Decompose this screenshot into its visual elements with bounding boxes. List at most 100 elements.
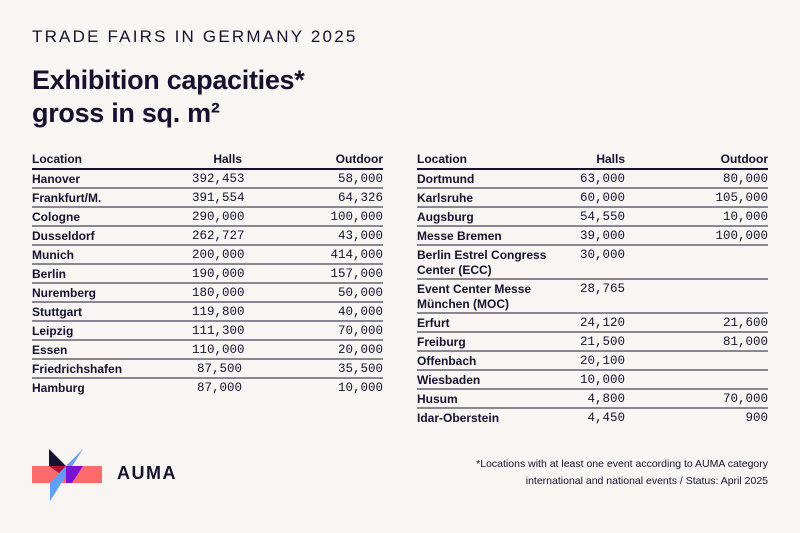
cell-location: Nuremberg xyxy=(32,286,97,300)
cell-location: Event Center Messe München (MOC) xyxy=(417,282,532,311)
cell-halls: 20,100 xyxy=(579,354,625,368)
cell-outdoor: 20,000 xyxy=(337,343,383,357)
cell-halls: 4,800 xyxy=(587,392,625,406)
cell-halls: 110,000 xyxy=(192,343,245,357)
left-table: Location Halls Outdoor Hanover 392,453 58,… xyxy=(32,152,383,397)
header-outdoor: Outdoor xyxy=(720,152,768,166)
table-header: Location Halls Outdoor xyxy=(32,152,383,170)
cell-outdoor: 81,000 xyxy=(722,335,768,349)
cell-halls: 190,000 xyxy=(192,267,245,281)
cell-outdoor: 58,000 xyxy=(337,172,383,186)
footnote: *Locations with at least one event accor… xyxy=(476,456,768,490)
table-row: Freiburg 21,500 81,000 xyxy=(417,333,768,352)
cell-halls: 30,000 xyxy=(579,248,625,262)
cell-location: Dusseldorf xyxy=(32,229,95,243)
cell-outdoor xyxy=(625,371,768,388)
cell-outdoor: 70,000 xyxy=(722,392,768,406)
cell-outdoor: 157,000 xyxy=(330,267,383,281)
footnote-line-1: *Locations with at least one event accor… xyxy=(476,458,768,470)
cell-outdoor: 80,000 xyxy=(722,172,768,186)
cell-outdoor xyxy=(625,352,768,369)
page-title: Exhibition capacities* gross in sq. m² xyxy=(32,64,305,130)
cell-outdoor xyxy=(625,246,768,278)
cell-halls: 28,765 xyxy=(579,282,625,296)
footnote-line-2: international and national events / Stat… xyxy=(525,475,768,487)
cell-location: Hamburg xyxy=(32,381,85,395)
cell-location: Cologne xyxy=(32,210,80,224)
cell-outdoor: 100,000 xyxy=(330,210,383,224)
cell-outdoor: 10,000 xyxy=(337,381,383,395)
title-line-2: gross in sq. m² xyxy=(32,98,220,128)
cell-location: Leipzig xyxy=(32,324,74,338)
cell-outdoor xyxy=(625,280,768,312)
cell-location: Offenbach xyxy=(417,354,477,368)
cell-location: Essen xyxy=(32,343,68,357)
table-row: Dortmund 63,000 80,000 xyxy=(417,170,768,189)
header-outdoor: Outdoor xyxy=(335,152,383,166)
cell-halls: 119,800 xyxy=(192,305,245,319)
table-row: Stuttgart 119,800 40,000 xyxy=(32,303,383,322)
table-row: Berlin Estrel Congress Center (ECC) 30,00… xyxy=(417,246,768,280)
cell-location: Hanover xyxy=(32,172,81,186)
cell-location: Karlsruhe xyxy=(417,191,474,205)
auma-logo-icon xyxy=(32,449,102,501)
table-row: Husum 4,800 70,000 xyxy=(417,390,768,409)
title-line-1: Exhibition capacities* xyxy=(32,65,305,95)
cell-outdoor: 21,600 xyxy=(722,316,768,330)
table-row: Friedrichshafen 87,500 35,500 xyxy=(32,360,383,379)
cell-halls: 391,554 xyxy=(192,191,245,205)
cell-location: Friedrichshafen xyxy=(32,362,123,376)
cell-halls: 180,000 xyxy=(192,286,245,300)
cell-outdoor: 100,000 xyxy=(715,229,768,243)
cell-location: Berlin Estrel Congress Center (ECC) xyxy=(417,248,547,277)
cell-location: Messe Bremen xyxy=(417,229,502,243)
cell-outdoor: 40,000 xyxy=(337,305,383,319)
header-halls: Halls xyxy=(596,152,625,166)
cell-halls: 4,450 xyxy=(587,411,625,425)
cell-outdoor: 50,000 xyxy=(337,286,383,300)
cell-location: Wiesbaden xyxy=(417,373,481,387)
table-row: Event Center Messe München (MOC) 28,765 xyxy=(417,280,768,314)
cell-halls: 63,000 xyxy=(579,172,625,186)
kicker: TRADE FAIRS IN GERMANY 2025 xyxy=(32,27,358,46)
cell-outdoor: 64,326 xyxy=(337,191,383,205)
cell-location: Dortmund xyxy=(417,172,475,186)
table-row: Idar-Oberstein 4,450 900 xyxy=(417,409,768,427)
cell-halls: 21,500 xyxy=(579,335,625,349)
cell-outdoor: 70,000 xyxy=(337,324,383,338)
table-header: Location Halls Outdoor xyxy=(417,152,768,170)
brand-name: AUMA xyxy=(117,463,177,483)
cell-halls: 111,300 xyxy=(192,324,245,338)
table-row: Leipzig 111,300 70,000 xyxy=(32,322,383,341)
cell-halls: 10,000 xyxy=(579,373,625,387)
cell-location: Idar-Oberstein xyxy=(417,411,500,425)
table-row: Berlin 190,000 157,000 xyxy=(32,265,383,284)
header-location: Location xyxy=(417,152,467,166)
table-row: Offenbach 20,100 xyxy=(417,352,768,371)
cell-outdoor: 900 xyxy=(745,411,768,425)
table-row: Augsburg 54,550 10,000 xyxy=(417,208,768,227)
table-row: Cologne 290,000 100,000 xyxy=(32,208,383,227)
table-row: Nuremberg 180,000 50,000 xyxy=(32,284,383,303)
cell-halls: 200,000 xyxy=(192,248,245,262)
table-row: Karlsruhe 60,000 105,000 xyxy=(417,189,768,208)
cell-halls: 87,500 xyxy=(196,362,242,376)
cell-location: Erfurt xyxy=(417,316,450,330)
cell-halls: 54,550 xyxy=(579,210,625,224)
cell-location: Frankfurt/M. xyxy=(32,191,102,205)
cell-location: Freiburg xyxy=(417,335,466,349)
table-row: Messe Bremen 39,000 100,000 xyxy=(417,227,768,246)
right-table: Location Halls Outdoor Dortmund 63,000 80,… xyxy=(417,152,768,427)
cell-halls: 262,727 xyxy=(192,229,245,243)
cell-halls: 87,000 xyxy=(196,381,242,395)
cell-outdoor: 43,000 xyxy=(337,229,383,243)
cell-halls: 24,120 xyxy=(579,316,625,330)
cell-location: Husum xyxy=(417,392,458,406)
cell-location: Munich xyxy=(32,248,74,262)
table-row: Wiesbaden 10,000 xyxy=(417,371,768,390)
table-row: Frankfurt/M. 391,554 64,326 xyxy=(32,189,383,208)
table-row: Hanover 392,453 58,000 xyxy=(32,170,383,189)
table-row: Dusseldorf 262,727 43,000 xyxy=(32,227,383,246)
cell-halls: 392,453 xyxy=(192,172,245,186)
table-row: Hamburg 87,000 10,000 xyxy=(32,379,383,397)
